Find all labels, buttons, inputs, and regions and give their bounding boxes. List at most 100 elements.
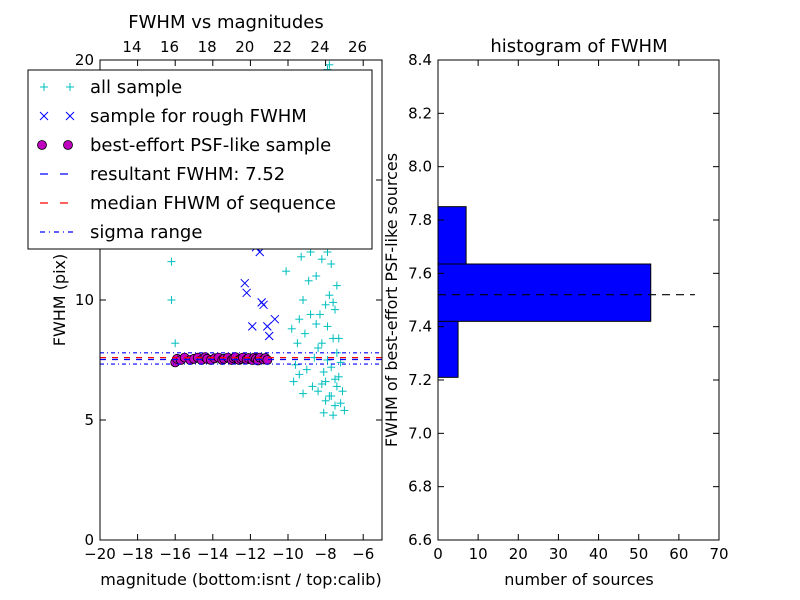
- legend-label: sigma range: [90, 222, 202, 243]
- histogram-x-tick-label: 40: [589, 545, 608, 563]
- point-all-sample: [289, 377, 298, 386]
- legend-entry: resultant FWHM: 7.52: [40, 164, 285, 185]
- scatter-top-tick-label: 22: [273, 38, 292, 56]
- point-all-sample: [331, 305, 339, 314]
- point-all-sample: [314, 387, 323, 396]
- scatter-x-tick-label: −12: [235, 545, 267, 563]
- point-all-sample: [297, 252, 306, 261]
- point-all-sample: [171, 339, 180, 348]
- legend-entry: best-effort PSF-like sample: [37, 135, 331, 156]
- scatter-top-tick-label: 26: [348, 38, 367, 56]
- histogram-bar: [437, 206, 467, 265]
- point-rough-sample: [262, 322, 272, 331]
- histogram-x-tick-label: 10: [469, 545, 488, 563]
- point-rough-sample: [259, 300, 268, 310]
- legend-label: best-effort PSF-like sample: [90, 135, 331, 156]
- point-rough-sample: [270, 314, 280, 324]
- point-rough-sample: [240, 278, 250, 288]
- histogram-x-tick-label: 70: [709, 545, 728, 563]
- legend-label: all sample: [90, 77, 182, 98]
- fwhm-reference-lines: [100, 352, 382, 365]
- scatter-x-tick-label: −14: [197, 545, 229, 563]
- histogram-x-tick-label: 20: [509, 545, 528, 563]
- scatter-x-tick-label: −18: [122, 545, 154, 563]
- point-all-sample: [331, 401, 339, 410]
- histogram-y-tick-label: 7.4: [408, 318, 432, 336]
- point-rough-sample-b: [259, 300, 268, 310]
- legend-entry: median FHWM of sequence: [40, 193, 336, 214]
- histogram-y-label: FWHM of best-effort PSF-like sources: [382, 153, 401, 447]
- legend-entry: sample for rough FWHM: [39, 106, 307, 127]
- point-all-sample: [167, 296, 176, 304]
- scatter-x-tick-label: −16: [159, 545, 191, 563]
- point-all-sample: [299, 389, 308, 398]
- point-all-sample: [291, 360, 300, 369]
- scatter-chart: −20 −18 −16 −14 −12 −10 −8 −6 14 16 18 20 22 24 26 0 5…: [27, 12, 383, 589]
- point-all-sample: [321, 300, 330, 309]
- point-all-sample: [332, 281, 341, 290]
- point-all-sample: [308, 382, 317, 391]
- histogram-y-tick-label: 7.6: [408, 264, 432, 282]
- point-rough-sample-b: [264, 331, 274, 341]
- legend-circle-marker: [63, 140, 73, 150]
- histogram-frame: [437, 59, 720, 541]
- legend-label: resultant FWHM: 7.52: [90, 164, 285, 185]
- point-all-sample: [317, 255, 326, 264]
- point-all-sample: [302, 365, 311, 374]
- point-all-sample: [312, 272, 321, 280]
- histogram-x-tick-label: 0: [433, 545, 443, 563]
- point-all-sample: [327, 260, 336, 268]
- point-rough-sample-b: [240, 278, 250, 288]
- point-all-sample: [336, 399, 345, 408]
- scatter-y-tick-label: 20: [75, 51, 94, 69]
- scatter-top-tick-label: 16: [160, 38, 179, 56]
- histogram-bars: [437, 206, 652, 378]
- point-all-sample: [312, 320, 321, 328]
- point-all-sample: [334, 334, 343, 343]
- point-all-sample: [287, 324, 296, 333]
- histogram-x-ticks: 0 10 20 30 40 50 60 70: [433, 60, 729, 563]
- point-all-sample: [331, 375, 339, 384]
- point-all-sample: [327, 392, 336, 400]
- point-all-sample: [329, 411, 338, 420]
- scatter-y-tick-label: 5: [84, 411, 94, 429]
- scatter-x-label: magnitude (bottom:isnt / top:calib): [100, 570, 381, 589]
- point-all-sample: [306, 310, 315, 319]
- point-all-sample: [167, 257, 176, 266]
- scatter-top-tick-label: 24: [310, 38, 329, 56]
- point-all-sample: [319, 408, 328, 417]
- histogram-y-ticks: 6.6 6.8 7.0 7.2 7.4 7.6 7.8 8.0 8.2 8.4: [408, 51, 719, 549]
- histogram-x-tick-label: 30: [549, 545, 568, 563]
- legend-box: [27, 69, 373, 250]
- histogram-y-tick-label: 8.2: [408, 104, 432, 122]
- scatter-x-tick-label: −8: [315, 545, 337, 563]
- point-all-sample: [323, 322, 332, 331]
- point-rough-sample: [247, 322, 257, 331]
- histogram-y-tick-label: 7.2: [408, 371, 432, 389]
- scatter-x-ticks: −20 −18 −16 −14 −12 −10 −8 −6: [84, 60, 374, 563]
- histogram-y-tick-label: 6.8: [408, 478, 432, 496]
- legend-entry: sigma range: [40, 222, 202, 243]
- scatter-x-tick-label: −10: [272, 545, 304, 563]
- histogram-y-tick-label: 8.0: [408, 158, 432, 176]
- histogram-x-tick-label: 60: [669, 545, 688, 563]
- histogram-x-tick-label: 50: [629, 545, 648, 563]
- point-all-sample: [295, 315, 304, 324]
- point-all-sample: [340, 406, 349, 415]
- scatter-x-tick-label: −6: [352, 545, 374, 563]
- point-all-sample: [317, 339, 326, 348]
- legend-label: sample for rough FWHM: [90, 106, 307, 127]
- point-all-sample: [332, 382, 341, 391]
- point-rough-sample-b: [242, 288, 251, 298]
- scatter-y-tick-label: 10: [75, 291, 94, 309]
- histogram-bar: [437, 318, 459, 378]
- point-all-sample: [295, 370, 304, 379]
- point-all-sample: [299, 296, 308, 304]
- scatter-legend: all sample sample for rough FWHM best-effo…: [27, 69, 373, 250]
- point-all-sample: [315, 310, 324, 319]
- point-all-sample: [314, 344, 323, 352]
- legend-circle-marker: [37, 140, 47, 150]
- scatter-y-tick-label: 0: [84, 531, 94, 549]
- histogram-bar: [437, 263, 652, 322]
